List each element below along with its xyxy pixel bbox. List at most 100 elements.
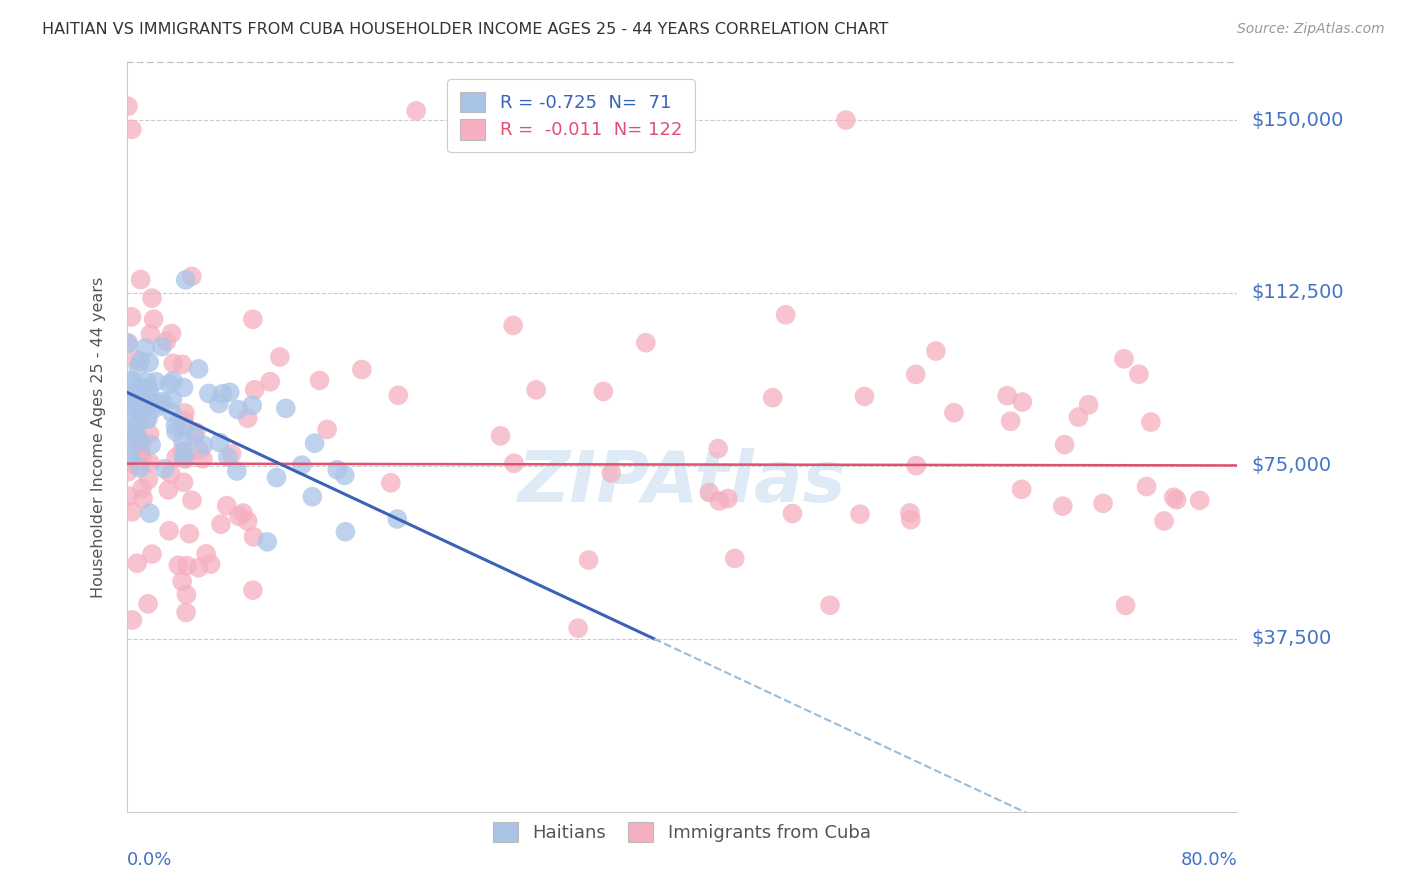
Point [183, 429, 205, 443]
Point [898, 506, 921, 520]
Point [174, 445, 197, 459]
Point [218, 385, 240, 400]
Point [1166, 492, 1188, 507]
Point [236, 411, 259, 425]
Point [152, 394, 174, 409]
Point [173, 475, 195, 490]
Text: HAITIAN VS IMMIGRANTS FROM CUBA HOUSEHOLDER INCOME AGES 25 - 44 YEARS CORRELATIO: HAITIAN VS IMMIGRANTS FROM CUBA HOUSEHOL… [42, 22, 889, 37]
Point [1115, 599, 1137, 613]
Point [132, 491, 155, 506]
Point [127, 556, 149, 570]
Point [121, 613, 143, 627]
Point [904, 368, 927, 382]
Point [172, 434, 194, 448]
Point [1135, 479, 1157, 493]
Point [1112, 351, 1135, 366]
Point [172, 450, 194, 465]
Point [405, 103, 427, 118]
Point [129, 446, 152, 460]
Point [165, 418, 187, 433]
Point [165, 425, 187, 439]
Point [176, 588, 198, 602]
Point [225, 464, 247, 478]
Point [240, 398, 263, 412]
Point [291, 458, 314, 472]
Point [125, 427, 148, 442]
Point [380, 475, 402, 490]
Point [232, 506, 254, 520]
Point [209, 517, 232, 532]
Point [226, 402, 249, 417]
Point [121, 122, 143, 136]
Point [138, 473, 160, 487]
Point [120, 450, 142, 464]
Point [117, 465, 139, 479]
Point [208, 435, 231, 450]
Point [1052, 499, 1074, 513]
Point [160, 326, 183, 341]
Point [1011, 395, 1033, 409]
Point [193, 438, 215, 452]
Point [153, 462, 176, 476]
Point [146, 395, 169, 409]
Point [181, 493, 204, 508]
Point [187, 362, 209, 376]
Point [128, 394, 150, 409]
Point [1011, 483, 1033, 497]
Point [524, 383, 547, 397]
Point [600, 466, 623, 480]
Point [131, 482, 153, 496]
Point [242, 312, 264, 326]
Point [269, 350, 291, 364]
Point [125, 458, 148, 472]
Point [162, 374, 184, 388]
Point [1053, 437, 1076, 451]
Point [131, 380, 153, 394]
Point [127, 428, 149, 442]
Point [1067, 410, 1090, 425]
Point [120, 373, 142, 387]
Point [167, 558, 190, 573]
Point [304, 436, 326, 450]
Point [131, 385, 153, 400]
Point [211, 386, 233, 401]
Point [173, 406, 195, 420]
Point [127, 416, 149, 430]
Point [578, 553, 600, 567]
Point [316, 422, 339, 436]
Point [215, 499, 238, 513]
Point [141, 291, 163, 305]
Point [129, 461, 152, 475]
Point [1153, 514, 1175, 528]
Point [136, 375, 159, 389]
Point [117, 335, 139, 350]
Point [138, 427, 160, 442]
Point [242, 583, 264, 598]
Point [174, 273, 197, 287]
Point [174, 452, 197, 467]
Point [1077, 398, 1099, 412]
Text: $112,500: $112,500 [1251, 284, 1344, 302]
Point [120, 310, 142, 324]
Point [127, 359, 149, 374]
Point [118, 397, 141, 411]
Point [142, 312, 165, 326]
Point [128, 434, 150, 448]
Point [1163, 491, 1185, 505]
Point [208, 396, 231, 410]
Text: Source: ZipAtlas.com: Source: ZipAtlas.com [1237, 22, 1385, 37]
Point [136, 381, 159, 395]
Point [1188, 493, 1211, 508]
Point [243, 383, 266, 397]
Point [709, 494, 731, 508]
Point [228, 509, 250, 524]
Point [195, 547, 218, 561]
Point [236, 514, 259, 528]
Point [173, 419, 195, 434]
Point [900, 513, 922, 527]
Point [143, 398, 166, 412]
Text: 0.0%: 0.0% [127, 851, 172, 869]
Point [125, 352, 148, 367]
Point [835, 113, 858, 128]
Point [198, 386, 221, 401]
